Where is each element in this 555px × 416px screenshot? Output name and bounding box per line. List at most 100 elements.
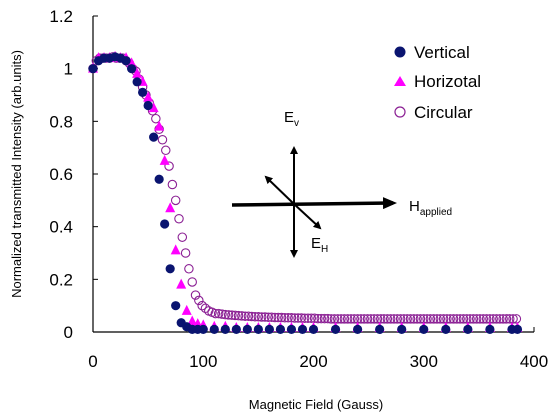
point-circular (356, 314, 366, 324)
point-circular (346, 314, 356, 324)
point-circular (290, 313, 300, 323)
point-circular (382, 314, 393, 324)
point-circular (190, 290, 201, 300)
point-circular (504, 314, 515, 324)
point-circular (293, 313, 303, 323)
point-circular (194, 295, 204, 306)
point-circular (435, 314, 446, 324)
point-circular (227, 310, 237, 320)
point-vertical (275, 324, 286, 334)
legend-marker-horizontal (394, 76, 406, 86)
point-circular (455, 314, 465, 324)
point-vertical (209, 324, 219, 334)
point-vertical (397, 324, 407, 334)
x-tick-label: 100 (189, 352, 217, 371)
point-circular (425, 314, 436, 324)
point-circular (223, 310, 234, 320)
point-circular (488, 314, 498, 324)
x-tick-label: 200 (299, 352, 327, 371)
point-circular (151, 113, 161, 124)
point-vertical (126, 64, 137, 74)
point-circular (333, 314, 343, 324)
point-circular (342, 314, 353, 324)
point-circular (263, 312, 274, 323)
point-vertical (138, 87, 148, 97)
point-circular (303, 313, 313, 324)
point-vertical (297, 324, 308, 334)
point-circular (247, 311, 257, 322)
point-circular (230, 310, 240, 321)
point-horizontal (143, 91, 154, 102)
point-circular (299, 313, 310, 324)
legend-marker-vertical (394, 46, 406, 58)
point-circular (266, 312, 277, 323)
point-circular (260, 312, 270, 322)
point-circular (475, 314, 485, 324)
point-circular (256, 312, 267, 322)
point-circular (220, 309, 231, 320)
point-circular (448, 314, 459, 324)
point-circular (422, 314, 432, 324)
series-horizotal (88, 50, 523, 333)
point-vertical (286, 324, 297, 334)
point-circular (399, 314, 409, 324)
point-circular (329, 314, 340, 324)
eh-label: EH (311, 235, 328, 255)
point-circular (442, 314, 452, 324)
point-vertical (512, 324, 523, 334)
point-vertical (330, 324, 341, 334)
point-circular (280, 313, 290, 323)
point-vertical (485, 324, 495, 334)
point-circular (177, 232, 188, 242)
point-vertical (149, 132, 159, 142)
polarization-diagram: Ev EH Happlied (231, 109, 452, 258)
point-circular (161, 145, 171, 156)
point-circular (369, 314, 379, 324)
point-circular (250, 311, 260, 322)
x-tick-label: 0 (88, 352, 97, 371)
series-layer (88, 50, 523, 334)
point-circular (170, 195, 181, 206)
point-vertical (253, 324, 263, 334)
point-circular (415, 314, 426, 324)
point-circular (167, 179, 178, 190)
point-circular (405, 314, 416, 324)
point-circular (286, 313, 297, 323)
point-circular (174, 214, 184, 224)
legend-marker-circular (394, 106, 406, 118)
point-circular (409, 314, 419, 324)
point-circular (296, 313, 307, 323)
point-horizontal (165, 202, 176, 213)
point-circular (468, 314, 479, 324)
point-vertical (264, 324, 274, 334)
point-vertical (419, 324, 429, 334)
point-circular (187, 277, 197, 287)
point-circular (402, 314, 412, 324)
point-circular (157, 135, 168, 145)
point-vertical (242, 324, 252, 334)
x-axis-title: Magnetic Field (Gauss) (249, 397, 383, 412)
point-horizontal (181, 304, 192, 315)
point-circular (319, 313, 330, 324)
point-vertical (375, 324, 385, 334)
point-circular (336, 314, 346, 324)
point-circular (276, 312, 287, 323)
point-vertical (220, 324, 230, 334)
h-applied-arrow (231, 197, 397, 210)
point-vertical (353, 324, 363, 334)
eh-arrow-upleft (264, 175, 295, 205)
point-circular (217, 309, 227, 319)
legend-label-horizontal: Horizotal (414, 72, 481, 91)
point-vertical (171, 301, 181, 311)
point-horizontal (159, 154, 170, 165)
ev-label: Ev (284, 109, 299, 129)
point-horizontal (132, 67, 143, 78)
point-circular (461, 314, 472, 324)
point-circular (326, 314, 336, 324)
point-horizontal (154, 120, 165, 131)
point-vertical (160, 219, 170, 229)
point-circular (481, 314, 492, 324)
point-circular (372, 314, 383, 324)
legend: Vertical Horizotal Circular (394, 43, 481, 122)
h-applied-label: Happlied (409, 198, 452, 218)
